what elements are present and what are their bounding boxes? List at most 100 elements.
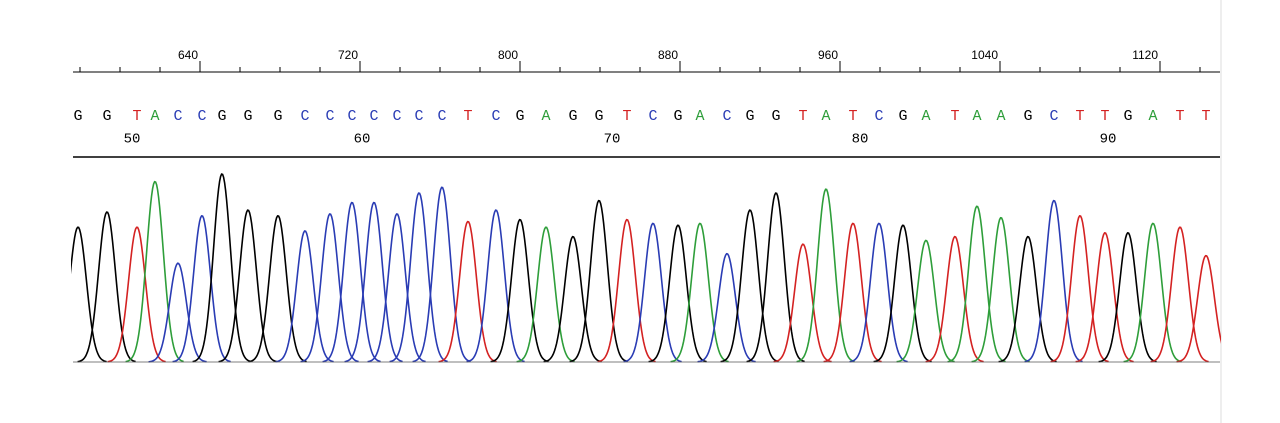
peak <box>998 235 1057 363</box>
ruler-label: 640 <box>178 48 198 62</box>
peak <box>720 209 779 363</box>
base-call: T <box>132 108 141 125</box>
base-call: T <box>1175 108 1184 125</box>
base-call: T <box>1201 108 1210 125</box>
base-call: C <box>874 108 883 125</box>
peak <box>873 224 932 363</box>
ruler-label: 960 <box>818 48 838 62</box>
peak <box>172 215 231 363</box>
peak <box>107 226 166 363</box>
peak <box>516 226 575 363</box>
base-call: C <box>437 108 446 125</box>
peak <box>125 180 184 363</box>
base-call: G <box>243 108 252 125</box>
base-call: G <box>102 108 111 125</box>
base-call: A <box>150 108 159 125</box>
base-call: C <box>369 108 378 125</box>
base-call: C <box>197 108 206 125</box>
peak <box>148 262 207 363</box>
base-call: T <box>622 108 631 125</box>
base-call: T <box>848 108 857 125</box>
base-call: G <box>673 108 682 125</box>
peak <box>218 209 277 363</box>
base-number: 50 <box>124 132 141 148</box>
peak <box>466 209 525 363</box>
base-call: G <box>745 108 754 125</box>
base-call: G <box>898 108 907 125</box>
peak <box>275 230 334 363</box>
peak <box>670 222 729 363</box>
base-call: C <box>347 108 356 125</box>
base-call: C <box>722 108 731 125</box>
base-number: 60 <box>354 132 371 148</box>
peak <box>71 226 107 363</box>
base-number: 90 <box>1100 132 1117 148</box>
base-call: T <box>798 108 807 125</box>
base-call: T <box>1100 108 1109 125</box>
base-call: G <box>217 108 226 125</box>
base-call: C <box>491 108 500 125</box>
peak <box>773 243 832 363</box>
base-call: G <box>73 108 82 125</box>
base-call: A <box>972 108 981 125</box>
base-call: G <box>594 108 603 125</box>
peak <box>569 199 628 363</box>
peak <box>1075 232 1134 363</box>
peak <box>823 222 882 363</box>
peak <box>248 215 307 363</box>
ruler-label: 1040 <box>971 48 998 62</box>
peak <box>849 222 908 363</box>
peak <box>746 192 805 363</box>
peak <box>344 201 403 363</box>
peak <box>438 220 497 363</box>
peak <box>925 235 984 363</box>
base-call: C <box>300 108 309 125</box>
base-call: G <box>771 108 780 125</box>
peak <box>1123 222 1182 363</box>
peak <box>192 173 251 363</box>
base-call: C <box>1049 108 1058 125</box>
peak <box>597 218 656 363</box>
peak <box>697 252 756 363</box>
peak <box>1098 232 1157 363</box>
peak <box>77 211 136 363</box>
base-call: A <box>541 108 550 125</box>
ruler-label: 720 <box>338 48 358 62</box>
peak <box>623 222 682 363</box>
peak <box>796 188 855 363</box>
peak <box>543 235 602 363</box>
peak <box>412 186 471 363</box>
peak <box>300 213 359 363</box>
peak <box>896 239 955 363</box>
peak <box>947 205 1006 363</box>
ruler-label: 800 <box>498 48 518 62</box>
ruler-label: 880 <box>658 48 678 62</box>
base-call: C <box>648 108 657 125</box>
base-number: 80 <box>852 132 869 148</box>
peak <box>322 201 381 363</box>
base-call: A <box>921 108 930 125</box>
base-call: G <box>515 108 524 125</box>
base-call: T <box>463 108 472 125</box>
base-call: A <box>996 108 1005 125</box>
base-call: A <box>1148 108 1157 125</box>
peak <box>648 224 707 363</box>
peak <box>490 218 549 363</box>
base-call: A <box>695 108 704 125</box>
base-call: T <box>950 108 959 125</box>
peak <box>1024 199 1083 363</box>
base-call: T <box>1075 108 1084 125</box>
base-call: C <box>414 108 423 125</box>
peak <box>1176 254 1221 363</box>
peak <box>389 192 448 363</box>
base-call: C <box>392 108 401 125</box>
base-call: G <box>1023 108 1032 125</box>
base-call: C <box>173 108 182 125</box>
traces <box>71 173 1221 363</box>
base-call: G <box>568 108 577 125</box>
ruler-label: 1120 <box>1132 48 1158 62</box>
peak <box>367 213 426 363</box>
peak <box>1150 226 1209 363</box>
peak <box>971 216 1030 363</box>
